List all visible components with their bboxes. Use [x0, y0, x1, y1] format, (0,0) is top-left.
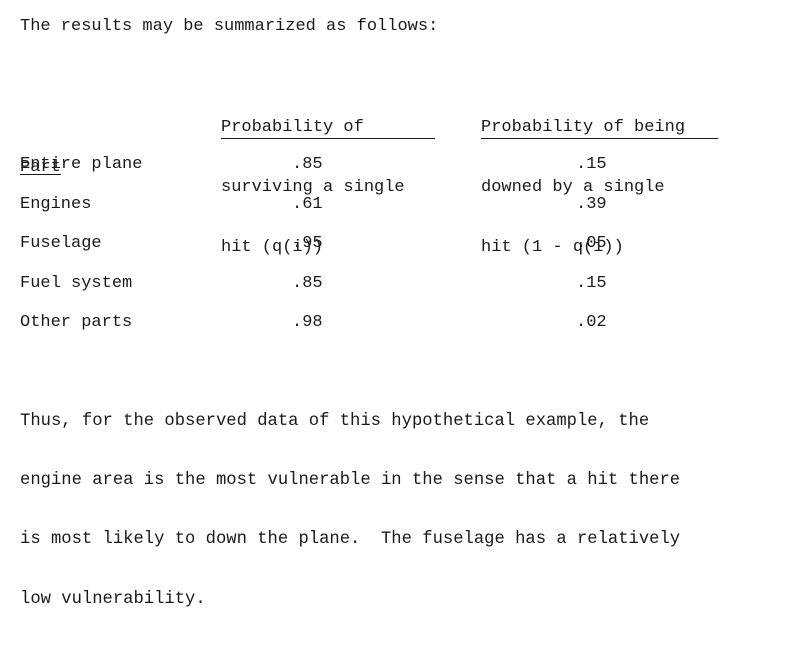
downed-header-line-1: Probability of being [481, 118, 686, 137]
part-cell: Fuselage [20, 234, 102, 253]
conclusion-line: is most likely to down the plane. The fu… [20, 530, 681, 550]
intro-text: The results may be summarized as follows… [20, 17, 439, 36]
survival-value-cell: .61 [292, 195, 323, 214]
table-row: Entire plane .85 .15 [0, 154, 798, 176]
downed-header-line-3: hit (1 - q(i)) [481, 238, 624, 257]
downed-value-cell: .05 [576, 234, 607, 253]
part-cell: Other parts [20, 313, 133, 332]
survival-header-line-2: surviving a single [221, 178, 405, 197]
part-column-header: Part [20, 118, 61, 218]
survival-value-cell: .98 [292, 313, 323, 332]
survival-header-underline [221, 138, 435, 139]
table-row: Fuselage .95 .05 [0, 233, 798, 255]
survival-value-cell: .85 [292, 155, 323, 174]
part-cell: Engines [20, 195, 92, 214]
conclusion-paragraph: Thus, for the observed data of this hypo… [20, 372, 680, 649]
downed-value-cell: .15 [576, 274, 607, 293]
survival-probability-header: Probability of surviving a single hit (q… [221, 78, 405, 298]
conclusion-line: low vulnerability. [20, 589, 206, 609]
part-header-label: Part [20, 158, 61, 177]
part-cell: Entire plane [20, 155, 143, 174]
conclusion-line: Thus, for the observed data of this hypo… [20, 411, 650, 431]
survival-value-cell: .95 [292, 234, 323, 253]
conclusion-line: engine area is the most vulnerable in th… [20, 470, 681, 490]
part-cell: Fuel system [20, 274, 133, 293]
table-row: Fuel system .85 .15 [0, 273, 798, 295]
survival-header-line-1: Probability of [221, 118, 364, 137]
survival-value-cell: .85 [292, 274, 323, 293]
downed-probability-header: Probability of being downed by a single … [481, 78, 685, 298]
downed-value-cell: .39 [576, 195, 607, 214]
survival-header-line-3: hit (q(i)) [221, 238, 324, 257]
table-row: Other parts .98 .02 [0, 312, 798, 334]
downed-header-line-2: downed by a single [481, 178, 665, 197]
downed-value-cell: .02 [576, 313, 607, 332]
document-page: The results may be summarized as follows… [0, 17, 798, 609]
downed-value-cell: .15 [576, 155, 607, 174]
table-row: Engines .61 .39 [0, 194, 798, 216]
downed-header-underline [481, 138, 718, 139]
